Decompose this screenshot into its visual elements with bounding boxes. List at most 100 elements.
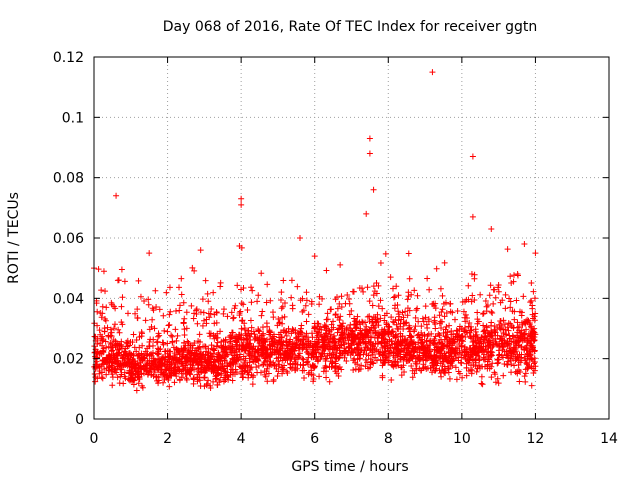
data-point (463, 351, 470, 358)
data-point (411, 339, 418, 346)
data-point (530, 288, 537, 295)
data-point (125, 376, 132, 383)
data-point (326, 346, 333, 353)
data-point (444, 343, 451, 350)
data-point (332, 360, 339, 367)
data-point (223, 372, 230, 379)
data-point (97, 340, 104, 347)
data-point (303, 318, 310, 325)
data-point (95, 266, 102, 273)
data-points (91, 69, 539, 394)
data-point (297, 235, 303, 241)
data-point (328, 363, 335, 370)
data-point (112, 305, 119, 312)
data-point (465, 296, 472, 303)
data-point (288, 365, 295, 372)
data-point (414, 349, 421, 356)
data-point (397, 330, 404, 337)
data-point (494, 375, 501, 382)
data-point (472, 332, 479, 339)
data-point (267, 297, 274, 304)
data-point (511, 362, 518, 369)
data-point (121, 278, 128, 285)
data-point (166, 311, 173, 318)
data-point (522, 378, 529, 385)
data-point (314, 358, 321, 365)
data-point (406, 324, 413, 331)
data-point (453, 355, 460, 362)
data-point (227, 332, 234, 339)
data-point (527, 351, 534, 358)
data-point (334, 329, 341, 336)
data-point (174, 332, 181, 339)
data-point (202, 356, 209, 363)
data-point (146, 351, 153, 358)
data-point (472, 326, 479, 333)
data-point (108, 299, 115, 306)
data-point (392, 316, 399, 323)
data-point (293, 341, 300, 348)
data-point (138, 371, 145, 378)
data-point (191, 340, 198, 347)
data-point (173, 337, 180, 344)
data-point (231, 358, 238, 365)
data-point (432, 367, 439, 374)
data-point (200, 352, 207, 359)
data-point (324, 335, 331, 342)
data-point (489, 360, 496, 367)
data-point (398, 372, 405, 379)
data-point (199, 296, 206, 303)
data-point (248, 352, 255, 359)
data-point (394, 341, 401, 348)
data-point (404, 312, 411, 319)
data-point (278, 364, 285, 371)
data-point (388, 314, 395, 321)
data-point (337, 261, 344, 268)
data-point (279, 344, 286, 351)
data-point (108, 352, 115, 359)
data-point (267, 345, 274, 352)
data-point (127, 377, 134, 384)
data-point (366, 135, 373, 142)
data-point (487, 331, 494, 338)
data-point (208, 342, 215, 349)
data-point (288, 345, 295, 352)
data-point (194, 371, 201, 378)
data-point (276, 319, 283, 326)
data-point (357, 331, 364, 338)
data-point (228, 309, 235, 316)
data-point (265, 370, 272, 377)
data-point (327, 306, 334, 313)
data-point (424, 332, 431, 339)
data-point (273, 355, 280, 362)
data-point (333, 370, 340, 377)
data-point (323, 374, 330, 381)
data-point (392, 302, 399, 309)
data-point (511, 316, 518, 323)
data-point (151, 325, 158, 332)
data-point (530, 370, 537, 377)
data-point (489, 309, 496, 316)
data-point (294, 283, 301, 290)
data-point (366, 298, 373, 305)
data-point (526, 337, 533, 344)
data-point (414, 292, 421, 299)
data-point (338, 303, 345, 310)
data-point (405, 293, 412, 300)
data-point (512, 369, 519, 376)
data-point (276, 320, 283, 327)
data-point (446, 322, 453, 329)
data-point (500, 337, 507, 344)
data-point (268, 338, 275, 345)
data-point (369, 302, 376, 309)
data-point (207, 382, 214, 389)
data-point (167, 362, 174, 369)
data-point (441, 313, 448, 320)
data-point (466, 356, 473, 363)
data-point (496, 351, 503, 358)
data-point (238, 346, 245, 353)
data-point (136, 364, 143, 371)
data-point (270, 314, 277, 321)
data-point (323, 364, 330, 371)
data-point (232, 302, 239, 309)
